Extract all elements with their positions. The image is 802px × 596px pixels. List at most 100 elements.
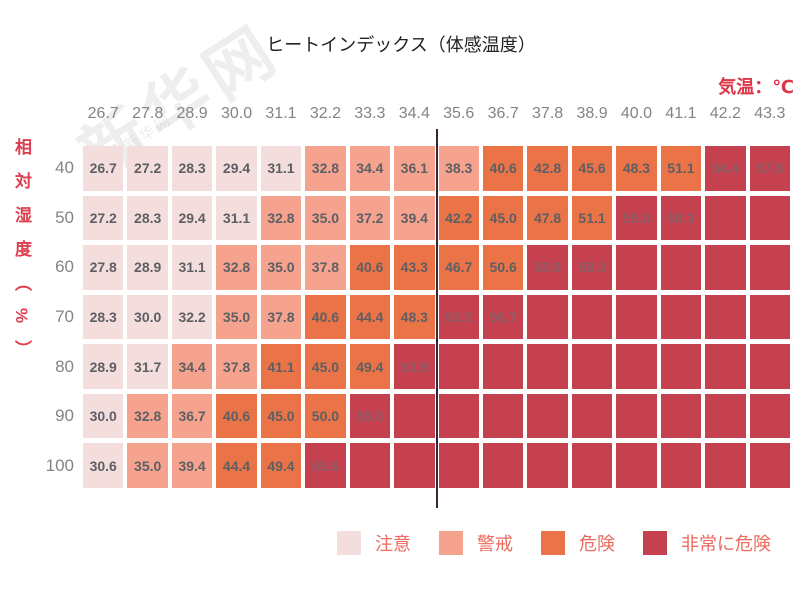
heatmap-cell: 31.7 <box>127 344 168 389</box>
heatmap-cell: 35.0 <box>305 195 346 241</box>
heatmap-cell: 32.8 <box>260 195 302 241</box>
legend-item: 危険 <box>541 530 615 556</box>
heatmap-cell: 47.8 <box>527 195 568 241</box>
humidity-label-column: 40 50 60 70 80 90 100 <box>20 146 74 488</box>
heatmap-cell: 39.4 <box>394 195 435 241</box>
heatmap-cell: 50.0 <box>305 393 346 439</box>
humidity-tick-label: 80 <box>55 356 74 376</box>
legend-swatch <box>643 531 667 555</box>
temperature-tick-label: 28.9 <box>176 105 208 122</box>
heatmap-cell <box>616 344 657 389</box>
heatmap-cell: 32.8 <box>305 146 346 191</box>
temperature-tick-label: 43.3 <box>754 105 786 122</box>
heatmap-cell <box>616 393 657 439</box>
heatmap-cell: 36.1 <box>394 146 435 191</box>
heatmap-cell: 40.6 <box>349 245 391 290</box>
heatmap-cell <box>660 443 702 488</box>
heatmap-cell <box>749 195 790 241</box>
heatmap-cell: 45.0 <box>482 195 524 241</box>
heatmap-cell: 41.1 <box>260 344 302 389</box>
heatmap-cell <box>616 443 657 488</box>
heatmap-cell: 34.4 <box>171 344 213 389</box>
heatmap-cell: 44.4 <box>349 294 391 340</box>
heatmap-cell: 54.4 <box>705 146 746 191</box>
heatmap-cell: 28.3 <box>83 294 124 340</box>
heatmap-cell: 58.3 <box>571 245 613 290</box>
temperature-tick-label: 32.2 <box>309 105 341 122</box>
temperature-tick-label: 33.3 <box>354 105 386 122</box>
heatmap-cell: 52.2 <box>438 294 479 340</box>
heatmap-cell: 42.8 <box>527 146 568 191</box>
temperature-tick-label: 27.8 <box>132 105 164 122</box>
heatmap-cell: 37.8 <box>216 344 257 389</box>
heatmap-cell: 27.2 <box>127 146 168 191</box>
heatmap-cell: 28.3 <box>171 146 213 191</box>
heatmap-cell: 58.3 <box>660 195 702 241</box>
heatmap-cell <box>616 245 657 290</box>
heatmap-cell: 43.3 <box>394 245 435 290</box>
heatmap-cell: 30.6 <box>83 443 124 488</box>
heatmap-cell: 40.6 <box>305 294 346 340</box>
temperature-header-row: 26.7 27.8 28.9 30.0 31.1 32.2 33.3 34.4 35.6 36.7… <box>83 105 790 123</box>
humidity-axis-label: 相対湿度（%） <box>12 138 31 375</box>
temperature-tick-label: 40.0 <box>620 105 653 122</box>
temperature-unit-label: 気温：℃ <box>718 77 794 97</box>
legend-item: 警戒 <box>439 530 513 556</box>
heatmap-cell <box>527 294 568 340</box>
heatmap-cell <box>482 443 524 488</box>
heatmap-cell: 28.9 <box>83 344 124 389</box>
heatmap-cell: 31.1 <box>260 146 302 191</box>
heatmap-cell: 27.8 <box>83 245 124 290</box>
heatmap-cell <box>571 443 613 488</box>
heatmap-cell: 37.8 <box>260 294 302 340</box>
heatmap-cell <box>571 294 613 340</box>
heatmap-cell: 28.3 <box>127 195 168 241</box>
temperature-tick-label: 35.6 <box>443 105 475 122</box>
heatmap-cell: 57.8 <box>749 146 790 191</box>
legend-item: 注意 <box>337 530 411 556</box>
temperature-tick-label: 42.2 <box>709 105 741 122</box>
legend-label: 危険 <box>579 534 615 554</box>
heatmap-cell <box>527 393 568 439</box>
heatmap-cell: 55.0 <box>349 393 391 439</box>
humidity-tick-label: 70 <box>55 306 74 326</box>
heatmap-cell: 38.3 <box>438 146 479 191</box>
heatmap-cell: 55.0 <box>616 195 657 241</box>
heatmap-cell <box>660 344 702 389</box>
heatmap-cell <box>660 393 702 439</box>
heatmap-cell: 35.0 <box>216 294 257 340</box>
legend-label: 警戒 <box>477 534 513 554</box>
heatmap-cell: 30.0 <box>83 393 124 439</box>
heatmap-cell <box>571 344 613 389</box>
legend-swatch <box>541 531 565 555</box>
legend-label: 注意 <box>375 534 411 554</box>
heatmap-cell <box>705 393 746 439</box>
heatmap-cell: 29.4 <box>216 146 257 191</box>
heatmap-cell: 35.0 <box>260 245 302 290</box>
humidity-tick-label: 100 <box>45 455 74 475</box>
heatmap-cell <box>705 245 746 290</box>
heatmap-cell <box>482 393 524 439</box>
heatmap-cell: 53.9 <box>394 344 435 389</box>
temperature-tick-label: 34.4 <box>398 105 430 122</box>
heatmap-cell: 31.1 <box>216 195 257 241</box>
heatmap-cell: 55.6 <box>305 443 346 488</box>
heatmap-cell <box>749 344 790 389</box>
heatmap-cell <box>660 245 702 290</box>
heatmap-cell <box>438 443 479 488</box>
heatmap-cell <box>705 294 746 340</box>
heatmap-cell <box>749 294 790 340</box>
humidity-tick-label: 60 <box>55 257 74 277</box>
heatmap-cell: 51.1 <box>660 146 702 191</box>
humidity-tick-label: 40 <box>55 158 74 178</box>
heatmap-cell <box>527 443 568 488</box>
heatmap-grid: 26.7 27.2 28.3 29.4 31.1 32.8 34.4 36.1 38.3 40.6… <box>83 146 790 488</box>
temperature-tick-label: 26.7 <box>87 105 119 122</box>
heatmap-cell: 27.2 <box>83 195 124 241</box>
heatmap-cell: 40.6 <box>482 146 524 191</box>
heatmap-cell: 36.7 <box>171 393 213 439</box>
heatmap-cell <box>660 294 702 340</box>
heatmap-cell <box>749 245 790 290</box>
heatmap-cell: 50.6 <box>482 245 524 290</box>
